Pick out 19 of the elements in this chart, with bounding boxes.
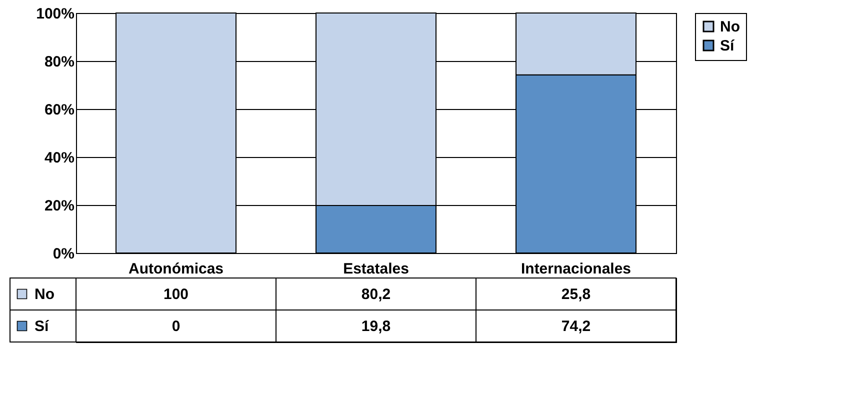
data-label: 0 xyxy=(172,318,180,335)
y-tick-label: 100% xyxy=(36,6,74,22)
data-label: 74,2 xyxy=(561,318,591,335)
data-label: 80,2 xyxy=(361,286,391,303)
text: Sí xyxy=(34,318,49,335)
x-tick-label: Estatales xyxy=(343,260,409,278)
text: No xyxy=(720,18,740,36)
data-label: 19,8 xyxy=(361,318,391,335)
y-tick-label: 0% xyxy=(52,246,74,262)
y-tick-label: 60% xyxy=(44,102,74,118)
y-tick-label: 80% xyxy=(44,54,74,70)
legend-label: No xyxy=(34,286,54,303)
x-tick-label: Autonómicas xyxy=(128,260,224,278)
data-label: 100 xyxy=(163,286,189,303)
legend-label: Sí xyxy=(720,38,736,54)
x-tick-label: Internacionales xyxy=(520,260,632,278)
y-tick-label: 40% xyxy=(44,150,74,166)
y-tick-label: 20% xyxy=(44,198,74,214)
data-label: 25,8 xyxy=(561,286,591,303)
